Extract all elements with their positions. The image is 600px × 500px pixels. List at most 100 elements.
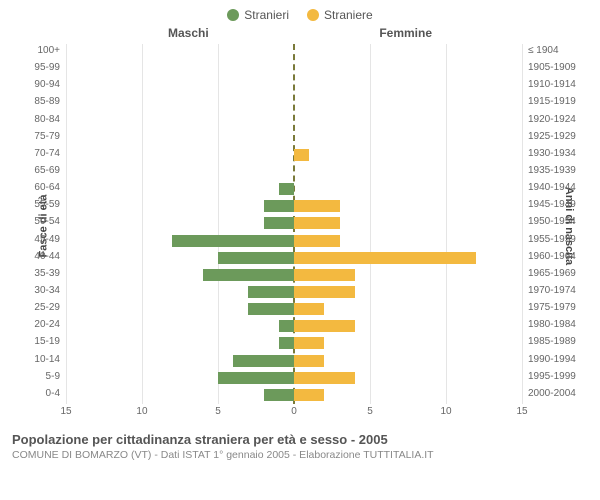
header-female: Femmine <box>379 26 432 40</box>
age-label: 10-14 <box>34 353 66 367</box>
x-tick: 5 <box>215 406 221 417</box>
age-row: 10-141990-1994 <box>66 353 522 370</box>
x-tick: 15 <box>516 406 527 417</box>
age-label: 35-39 <box>34 267 66 281</box>
age-row: 75-791925-1929 <box>66 130 522 147</box>
age-row: 15-191985-1989 <box>66 335 522 352</box>
birth-label: 2000-2004 <box>522 387 576 401</box>
bar-male <box>264 389 294 401</box>
age-row: 80-841920-1924 <box>66 113 522 130</box>
chart-subtitle: COMUNE DI BOMARZO (VT) - Dati ISTAT 1° g… <box>12 449 588 461</box>
age-row: 85-891915-1919 <box>66 95 522 112</box>
age-label: 55-59 <box>34 198 66 212</box>
age-label: 15-19 <box>34 335 66 349</box>
birth-label: 1920-1924 <box>522 113 576 127</box>
birth-label: 1970-1974 <box>522 284 576 298</box>
age-label: 20-24 <box>34 318 66 332</box>
bar-male <box>172 235 294 247</box>
age-row: 90-941910-1914 <box>66 78 522 95</box>
bar-female <box>294 372 355 384</box>
age-row: 5-91995-1999 <box>66 370 522 387</box>
age-row: 30-341970-1974 <box>66 284 522 301</box>
x-tick: 10 <box>440 406 451 417</box>
bar-female <box>294 269 355 281</box>
birth-label: ≤ 1904 <box>522 44 559 58</box>
age-row: 35-391965-1969 <box>66 267 522 284</box>
birth-label: 1940-1944 <box>522 181 576 195</box>
birth-label: 1910-1914 <box>522 78 576 92</box>
age-label: 30-34 <box>34 284 66 298</box>
age-label: 75-79 <box>34 130 66 144</box>
bar-male <box>203 269 294 281</box>
age-label: 40-44 <box>34 250 66 264</box>
bar-female <box>294 355 324 367</box>
header-male: Maschi <box>168 26 209 40</box>
bar-female <box>294 252 476 264</box>
bar-male <box>279 183 294 195</box>
age-label: 70-74 <box>34 147 66 161</box>
x-axis: 15105051015 <box>66 406 522 420</box>
birth-label: 1965-1969 <box>522 267 576 281</box>
age-label: 65-69 <box>34 164 66 178</box>
age-label: 5-9 <box>46 370 66 384</box>
bar-female <box>294 235 340 247</box>
birth-label: 1930-1934 <box>522 147 576 161</box>
birth-label: 1925-1929 <box>522 130 576 144</box>
bar-male <box>279 320 294 332</box>
bar-male <box>233 355 294 367</box>
age-row: 100+≤ 1904 <box>66 44 522 61</box>
bar-male <box>218 252 294 264</box>
age-row: 60-641940-1944 <box>66 181 522 198</box>
legend-item-female: Straniere <box>307 8 373 22</box>
birth-label: 1935-1939 <box>522 164 576 178</box>
bar-female <box>294 337 324 349</box>
age-row: 25-291975-1979 <box>66 301 522 318</box>
age-label: 25-29 <box>34 301 66 315</box>
bar-female <box>294 217 340 229</box>
legend-female-label: Straniere <box>324 8 373 22</box>
age-label: 85-89 <box>34 95 66 109</box>
bar-male <box>279 337 294 349</box>
age-row: 55-591945-1949 <box>66 198 522 215</box>
bar-male <box>248 286 294 298</box>
age-label: 60-64 <box>34 181 66 195</box>
plot-area: 100+≤ 190495-991905-190990-941910-191485… <box>66 44 522 404</box>
age-label: 0-4 <box>46 387 66 401</box>
age-label: 95-99 <box>34 61 66 75</box>
birth-label: 1905-1909 <box>522 61 576 75</box>
age-label: 50-54 <box>34 215 66 229</box>
age-row: 65-691935-1939 <box>66 164 522 181</box>
age-label: 45-49 <box>34 233 66 247</box>
birth-label: 1945-1949 <box>522 198 576 212</box>
bar-male <box>264 217 294 229</box>
age-row: 0-42000-2004 <box>66 387 522 404</box>
bar-male <box>248 303 294 315</box>
age-label: 90-94 <box>34 78 66 92</box>
chart: Maschi Femmine Fasce di età Anni di nasc… <box>8 26 592 426</box>
birth-label: 1985-1989 <box>522 335 576 349</box>
female-swatch <box>307 9 319 21</box>
birth-label: 1950-1954 <box>522 215 576 229</box>
age-row: 50-541950-1954 <box>66 215 522 232</box>
footer: Popolazione per cittadinanza straniera p… <box>8 432 592 461</box>
legend-item-male: Stranieri <box>227 8 289 22</box>
birth-label: 1960-1964 <box>522 250 576 264</box>
bar-female <box>294 320 355 332</box>
bar-female <box>294 200 340 212</box>
birth-label: 1915-1919 <box>522 95 576 109</box>
x-tick: 0 <box>291 406 297 417</box>
birth-label: 1955-1959 <box>522 233 576 247</box>
bar-female <box>294 303 324 315</box>
age-label: 80-84 <box>34 113 66 127</box>
age-row: 70-741930-1934 <box>66 147 522 164</box>
bar-female <box>294 149 309 161</box>
bar-male <box>218 372 294 384</box>
legend: Stranieri Straniere <box>8 8 592 22</box>
age-row: 95-991905-1909 <box>66 61 522 78</box>
age-row: 20-241980-1984 <box>66 318 522 335</box>
bar-female <box>294 286 355 298</box>
birth-label: 1975-1979 <box>522 301 576 315</box>
bar-female <box>294 389 324 401</box>
bar-male <box>264 200 294 212</box>
birth-label: 1995-1999 <box>522 370 576 384</box>
